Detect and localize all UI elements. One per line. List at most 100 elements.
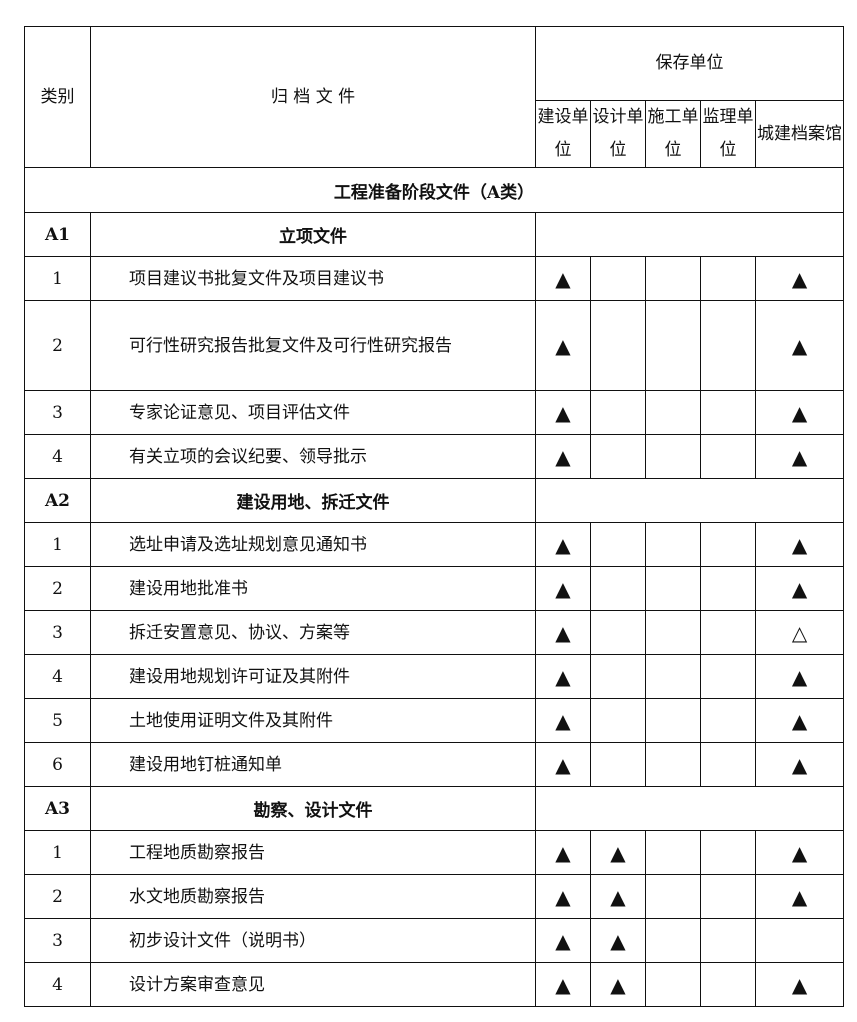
empty-cell (700, 300, 756, 391)
filled-triangle-icon: ▲ (535, 566, 591, 611)
empty-cell (590, 390, 646, 435)
group-title: 建设用地、拆迁文件 (90, 478, 536, 523)
document-name: 设计方案审查意见 (90, 962, 536, 1007)
empty-cell (590, 434, 646, 479)
row-number: 4 (24, 434, 91, 479)
empty-cell (645, 522, 701, 567)
row-number: 4 (24, 654, 91, 699)
table-row: 2 可行性研究报告批复文件及可行性研究报告 ▲ ▲ (24, 300, 845, 391)
empty-cell (645, 654, 701, 699)
empty-cell (700, 962, 756, 1007)
header-document: 归 档 文 件 (90, 26, 536, 168)
filled-triangle-icon: ▲ (754, 830, 845, 875)
group-code: A2 (24, 478, 91, 523)
group-title: 勘察、设计文件 (90, 786, 536, 831)
table-row: 1 项目建议书批复文件及项目建议书 ▲ ▲ (24, 256, 845, 301)
document-name: 专家论证意见、项目评估文件 (90, 390, 536, 435)
group-row: A2 建设用地、拆迁文件 (24, 478, 845, 523)
row-number: 1 (24, 256, 91, 301)
empty-cell (590, 566, 646, 611)
filled-triangle-icon: ▲ (754, 434, 845, 479)
filled-triangle-icon: ▲ (590, 918, 646, 963)
document-name: 有关立项的会议纪要、领导批示 (90, 434, 536, 479)
filled-triangle-icon: ▲ (590, 830, 646, 875)
group-empty-cell (534, 212, 845, 257)
header-unit-archive: 城建档案馆 (754, 100, 845, 168)
table-row: 3 初步设计文件（说明书） ▲ ▲ (24, 918, 845, 963)
empty-cell (645, 300, 701, 391)
filled-triangle-icon: ▲ (590, 962, 646, 1007)
filled-triangle-icon: ▲ (535, 918, 591, 963)
empty-cell (645, 434, 701, 479)
table-row: 3 拆迁安置意见、协议、方案等 ▲ △ (24, 610, 845, 655)
archive-scope-table: 类别 归 档 文 件 保存单位 建设单位 设计单位 施工单位 监理单位 城建档案… (23, 26, 845, 1007)
empty-cell (700, 434, 756, 479)
document-name: 项目建议书批复文件及项目建议书 (90, 256, 536, 301)
table-row: 4 设计方案审查意见 ▲ ▲ ▲ (24, 962, 845, 1007)
group-empty-cell (534, 786, 845, 831)
document-name: 初步设计文件（说明书） (90, 918, 536, 963)
empty-cell (700, 390, 756, 435)
empty-cell (700, 566, 756, 611)
empty-cell (645, 918, 701, 963)
filled-triangle-icon: ▲ (754, 962, 845, 1007)
filled-triangle-icon: ▲ (535, 962, 591, 1007)
header-storage-unit: 保存单位 (534, 26, 845, 101)
empty-cell (700, 256, 756, 301)
filled-triangle-icon: ▲ (754, 874, 845, 919)
group-row: A1 立项文件 (24, 212, 845, 257)
document-name: 水文地质勘察报告 (90, 874, 536, 919)
row-number: 2 (24, 874, 91, 919)
row-number: 3 (24, 390, 91, 435)
empty-cell (700, 830, 756, 875)
document-name: 建设用地钉桩通知单 (90, 742, 536, 787)
filled-triangle-icon: ▲ (535, 300, 591, 391)
empty-cell (700, 698, 756, 743)
document-name: 建设用地规划许可证及其附件 (90, 654, 536, 699)
table-row: 2 水文地质勘察报告 ▲ ▲ ▲ (24, 874, 845, 919)
empty-cell (700, 874, 756, 919)
row-number: 2 (24, 566, 91, 611)
filled-triangle-icon: ▲ (535, 256, 591, 301)
filled-triangle-icon: ▲ (754, 256, 845, 301)
table-row: 1 工程地质勘察报告 ▲ ▲ ▲ (24, 830, 845, 875)
empty-cell (590, 300, 646, 391)
row-number: 1 (24, 522, 91, 567)
table-row: 2 建设用地批准书 ▲ ▲ (24, 566, 845, 611)
row-number: 2 (24, 300, 91, 391)
header-unit-builder: 施工单位 (645, 100, 701, 168)
header-unit-supervisor: 监理单位 (700, 100, 756, 168)
filled-triangle-icon: ▲ (754, 566, 845, 611)
group-row: A3 勘察、设计文件 (24, 786, 845, 831)
empty-cell (590, 654, 646, 699)
row-number: 1 (24, 830, 91, 875)
filled-triangle-icon: ▲ (590, 874, 646, 919)
group-code: A3 (24, 786, 91, 831)
empty-cell (700, 654, 756, 699)
filled-triangle-icon: ▲ (535, 830, 591, 875)
empty-cell (645, 610, 701, 655)
table-row: 4 建设用地规划许可证及其附件 ▲ ▲ (24, 654, 845, 699)
empty-cell (700, 918, 756, 963)
empty-cell (645, 698, 701, 743)
row-number: 3 (24, 918, 91, 963)
empty-cell (645, 256, 701, 301)
empty-cell (645, 742, 701, 787)
filled-triangle-icon: ▲ (535, 390, 591, 435)
hollow-triangle-icon: △ (754, 610, 845, 655)
table-row: 1 选址申请及选址规划意见通知书 ▲ ▲ (24, 522, 845, 567)
empty-cell (645, 874, 701, 919)
empty-cell (590, 256, 646, 301)
filled-triangle-icon: ▲ (754, 654, 845, 699)
filled-triangle-icon: ▲ (535, 742, 591, 787)
table-row: 4 有关立项的会议纪要、领导批示 ▲ ▲ (24, 434, 845, 479)
document-name: 可行性研究报告批复文件及可行性研究报告 (90, 300, 536, 391)
header-category: 类别 (24, 26, 91, 168)
document-name: 工程地质勘察报告 (90, 830, 536, 875)
empty-cell (590, 698, 646, 743)
table-row: 6 建设用地钉桩通知单 ▲ ▲ (24, 742, 845, 787)
empty-cell (590, 610, 646, 655)
table-row: 5 土地使用证明文件及其附件 ▲ ▲ (24, 698, 845, 743)
table-row: 3 专家论证意见、项目评估文件 ▲ ▲ (24, 390, 845, 435)
row-number: 5 (24, 698, 91, 743)
